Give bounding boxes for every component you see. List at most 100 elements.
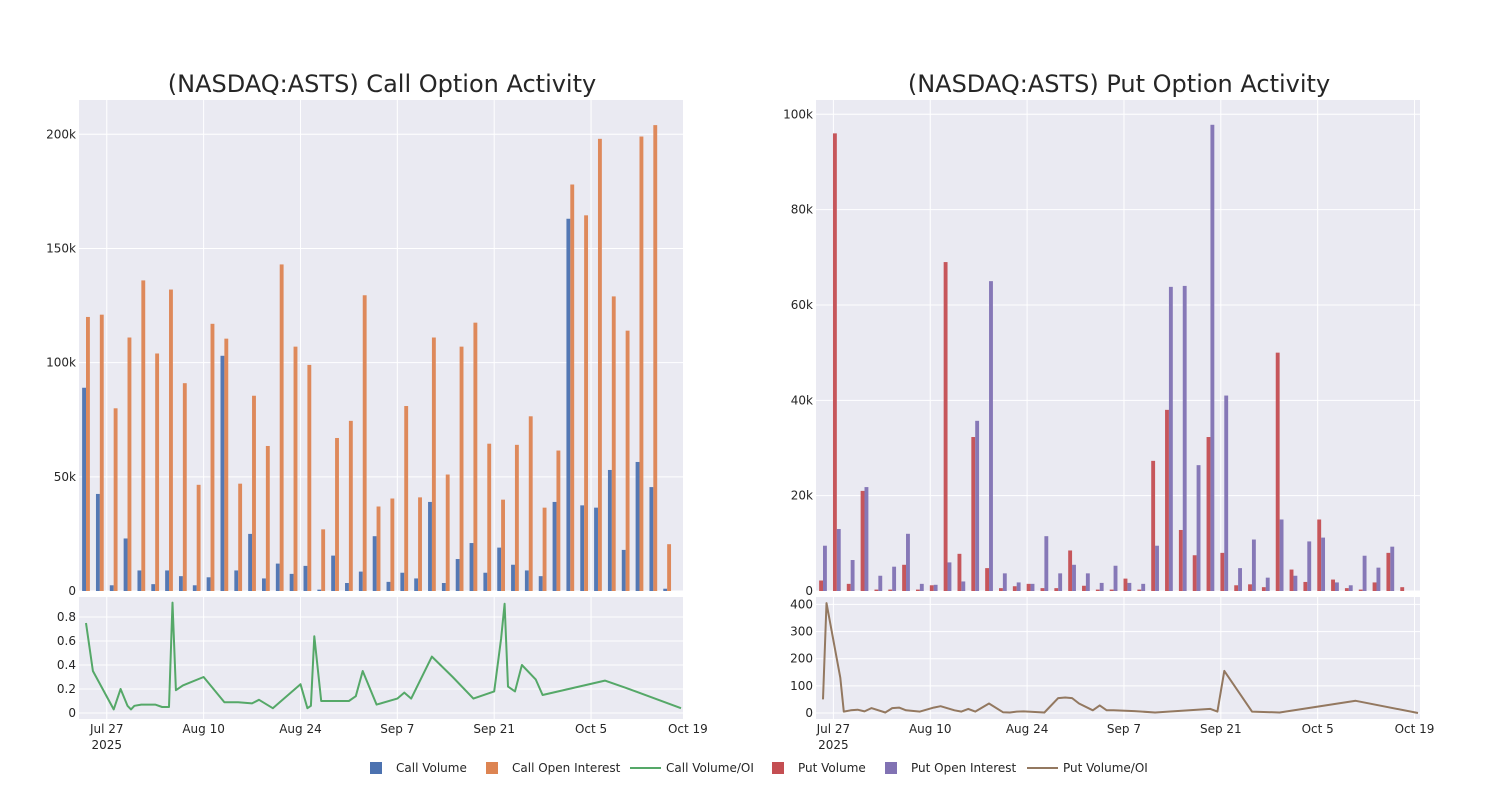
put-volume-bar bbox=[1109, 589, 1114, 591]
call-volume-bar bbox=[151, 584, 156, 591]
put-oi-bar bbox=[878, 575, 883, 591]
put-bar-ytick-label: 60k bbox=[791, 298, 813, 312]
call-oi-bar bbox=[169, 289, 173, 591]
call-chart-title: (NASDAQ:ASTS) Call Option Activity bbox=[168, 70, 596, 98]
put-oi-bar bbox=[1238, 568, 1242, 591]
call-panel: 0 50k 100k 150k 200k 0 0.2 0.4 0.6 0.8 Jul 27 2025 A… bbox=[46, 100, 708, 752]
put-chart-title: (NASDAQ:ASTS) Put Option Activity bbox=[908, 70, 1330, 98]
call-ratio-line bbox=[85, 601, 682, 711]
put-ratio-ytick-label: 400 bbox=[790, 597, 813, 611]
put-volume-bar bbox=[888, 589, 893, 591]
put-volume-bar bbox=[1234, 585, 1239, 591]
put-ratio-ytick-label: 300 bbox=[790, 625, 813, 639]
call-oi-bar bbox=[570, 184, 575, 591]
put-volume-bar bbox=[1331, 579, 1335, 591]
call-volume-bar bbox=[109, 585, 114, 591]
legend-label: Put Open Interest bbox=[911, 761, 1017, 775]
call-oi-bar bbox=[155, 353, 160, 591]
call-xtick-label: Aug 10 bbox=[182, 722, 225, 736]
legend-label: Put Volume bbox=[798, 761, 866, 775]
put-oi-bar bbox=[1293, 575, 1298, 591]
call-volume-bar bbox=[511, 564, 515, 591]
call-volume-bar bbox=[123, 538, 128, 591]
call-oi-bar bbox=[265, 445, 270, 591]
put-oi-bar bbox=[1196, 465, 1201, 591]
put-volume-bar bbox=[1303, 581, 1308, 591]
put-oi-bar bbox=[1155, 545, 1159, 591]
call-bar-ytick-label: 150k bbox=[46, 241, 76, 255]
call-volume-bar bbox=[234, 570, 239, 591]
put-volume-bar bbox=[1372, 582, 1377, 591]
put-oi-bar bbox=[1016, 582, 1021, 591]
call-oi-bar bbox=[653, 125, 658, 591]
put-volume-bar bbox=[1151, 460, 1156, 591]
put-oi-bar bbox=[1182, 285, 1187, 591]
legend-label: Put Volume/OI bbox=[1063, 761, 1148, 775]
put-volume-bar bbox=[985, 568, 990, 591]
put-oi-bar bbox=[1099, 582, 1104, 591]
call-volume-bar bbox=[663, 588, 668, 591]
call-xtick-label: Oct 5 bbox=[575, 722, 607, 736]
put-volume-bar bbox=[1082, 585, 1086, 591]
put-volume-bar bbox=[1400, 587, 1405, 591]
put-ratio-ytick-label: 200 bbox=[790, 652, 813, 666]
put-volume-bar bbox=[999, 588, 1003, 591]
put-oi-bar bbox=[850, 560, 855, 591]
call-oi-bar bbox=[418, 497, 422, 591]
call-oi-bar bbox=[307, 364, 312, 591]
put-volume-bar bbox=[1054, 588, 1059, 591]
put-volume-bar bbox=[1275, 352, 1280, 591]
call-oi-bar bbox=[473, 322, 478, 591]
put-bar-plot-area bbox=[816, 100, 1420, 591]
put-oi-bar bbox=[1113, 565, 1118, 591]
put-ratio-ytick-label: 100 bbox=[790, 679, 813, 693]
put-oi-bar bbox=[947, 562, 952, 591]
call-oi-bar bbox=[528, 416, 533, 591]
put-oi-bar bbox=[836, 529, 841, 591]
put-volume-bar bbox=[1123, 578, 1128, 591]
put-volume-bar bbox=[1040, 588, 1045, 591]
legend: Call Volume Call Open Interest Call Volume… bbox=[370, 761, 1148, 775]
call-oi-bar bbox=[113, 408, 118, 591]
put-volume-bar bbox=[874, 589, 879, 591]
put-xtick-label: Oct 5 bbox=[1302, 722, 1334, 736]
call-oi-bar bbox=[127, 337, 132, 591]
put-oi-bar bbox=[1362, 555, 1367, 591]
call-volume-bar bbox=[414, 578, 419, 591]
call-bar-ytick-label: 100k bbox=[46, 356, 76, 370]
call-ratio-ytick-label: 0 bbox=[68, 706, 76, 720]
put-panel: 0 20k 40k 60k 80k 100k 0 100 200 300 400 Jul 27 2025… bbox=[783, 100, 1434, 752]
put-xtick-label: Sep 21 bbox=[1200, 722, 1242, 736]
call-xtick-year: 2025 bbox=[91, 738, 122, 752]
put-volume-bar bbox=[915, 589, 920, 591]
put-volume-bar bbox=[846, 583, 851, 591]
call-volume-bar bbox=[455, 559, 460, 591]
call-volume-bar bbox=[206, 577, 211, 591]
put-volume-bar bbox=[1137, 589, 1142, 591]
put-oi-bar bbox=[1168, 286, 1173, 591]
call-volume-bar bbox=[524, 570, 529, 591]
call-volume-bar bbox=[469, 543, 474, 591]
put-volume-bar bbox=[1386, 552, 1391, 591]
call-volume-bar bbox=[262, 578, 266, 591]
put-volume-bar bbox=[1178, 529, 1183, 591]
put-oi-bar bbox=[1376, 567, 1381, 591]
put-oi-bar bbox=[933, 584, 938, 591]
call-volume-bar bbox=[566, 218, 571, 592]
call-oi-bar bbox=[487, 443, 492, 591]
call-bar-ytick-label: 0 bbox=[68, 584, 76, 598]
legend-swatch-4 bbox=[885, 762, 897, 774]
put-oi-bar bbox=[1251, 539, 1256, 591]
call-oi-bar bbox=[542, 507, 547, 591]
call-oi-bar bbox=[362, 295, 367, 591]
call-oi-bar bbox=[238, 483, 243, 591]
call-volume-bar bbox=[220, 355, 225, 591]
put-oi-bar bbox=[1307, 541, 1312, 591]
put-volume-bar bbox=[1026, 583, 1031, 591]
put-volume-bar bbox=[860, 490, 865, 591]
call-volume-bar bbox=[345, 583, 349, 591]
put-xtick-label: Oct 19 bbox=[1395, 722, 1435, 736]
call-oi-bar bbox=[459, 346, 464, 591]
call-volume-bar bbox=[178, 576, 183, 591]
